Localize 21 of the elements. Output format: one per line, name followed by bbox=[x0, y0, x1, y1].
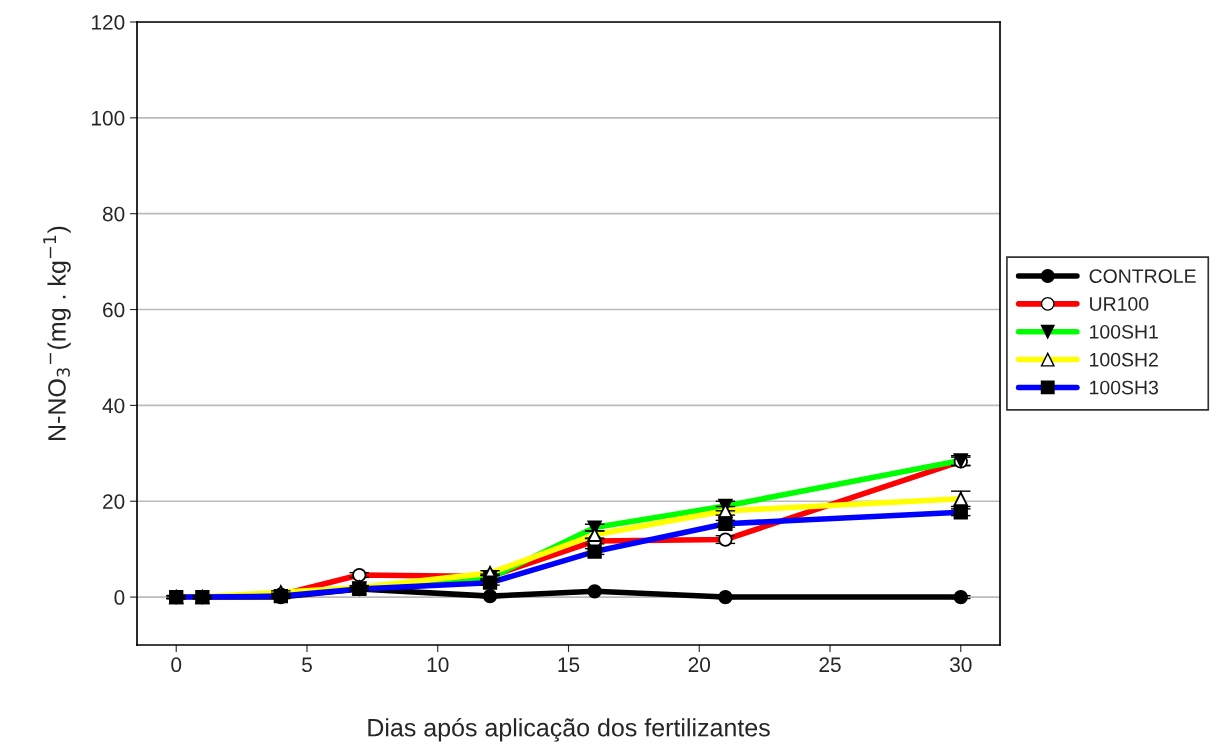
y-tick-label: 80 bbox=[102, 206, 125, 222]
y-tick-label: 20 bbox=[103, 494, 125, 509]
x-tick-label: 20 bbox=[688, 657, 711, 673]
y-tick-label: 120 bbox=[92, 15, 125, 30]
x-tick-label: 25 bbox=[819, 657, 841, 673]
y-tick-label: 40 bbox=[102, 398, 125, 414]
legend-label: 100SH2 bbox=[1090, 352, 1158, 367]
legend-label: CONTROLE bbox=[1089, 269, 1196, 284]
legend-label: 100SH3 bbox=[1090, 380, 1158, 395]
x-tick-label: 0 bbox=[171, 657, 182, 673]
y-tick-label: 0 bbox=[114, 590, 125, 605]
x-tick-label: 10 bbox=[427, 657, 449, 673]
x-tick-label: 5 bbox=[302, 657, 312, 673]
legend-label: UR100 bbox=[1090, 297, 1149, 311]
x-axis-title: Dias após aplicação dos fertilizantes bbox=[368, 717, 770, 742]
legend-label: 100SH1 bbox=[1090, 324, 1158, 339]
y-tick-label: 100 bbox=[92, 110, 125, 126]
x-tick-label: 30 bbox=[949, 657, 972, 673]
y-tick-label: 60 bbox=[103, 302, 125, 318]
x-tick-label: 15 bbox=[558, 657, 580, 673]
y-axis-title: N-NO$_{3}$$^{−}$(mg . kg$^{−1}$) bbox=[43, 226, 71, 440]
